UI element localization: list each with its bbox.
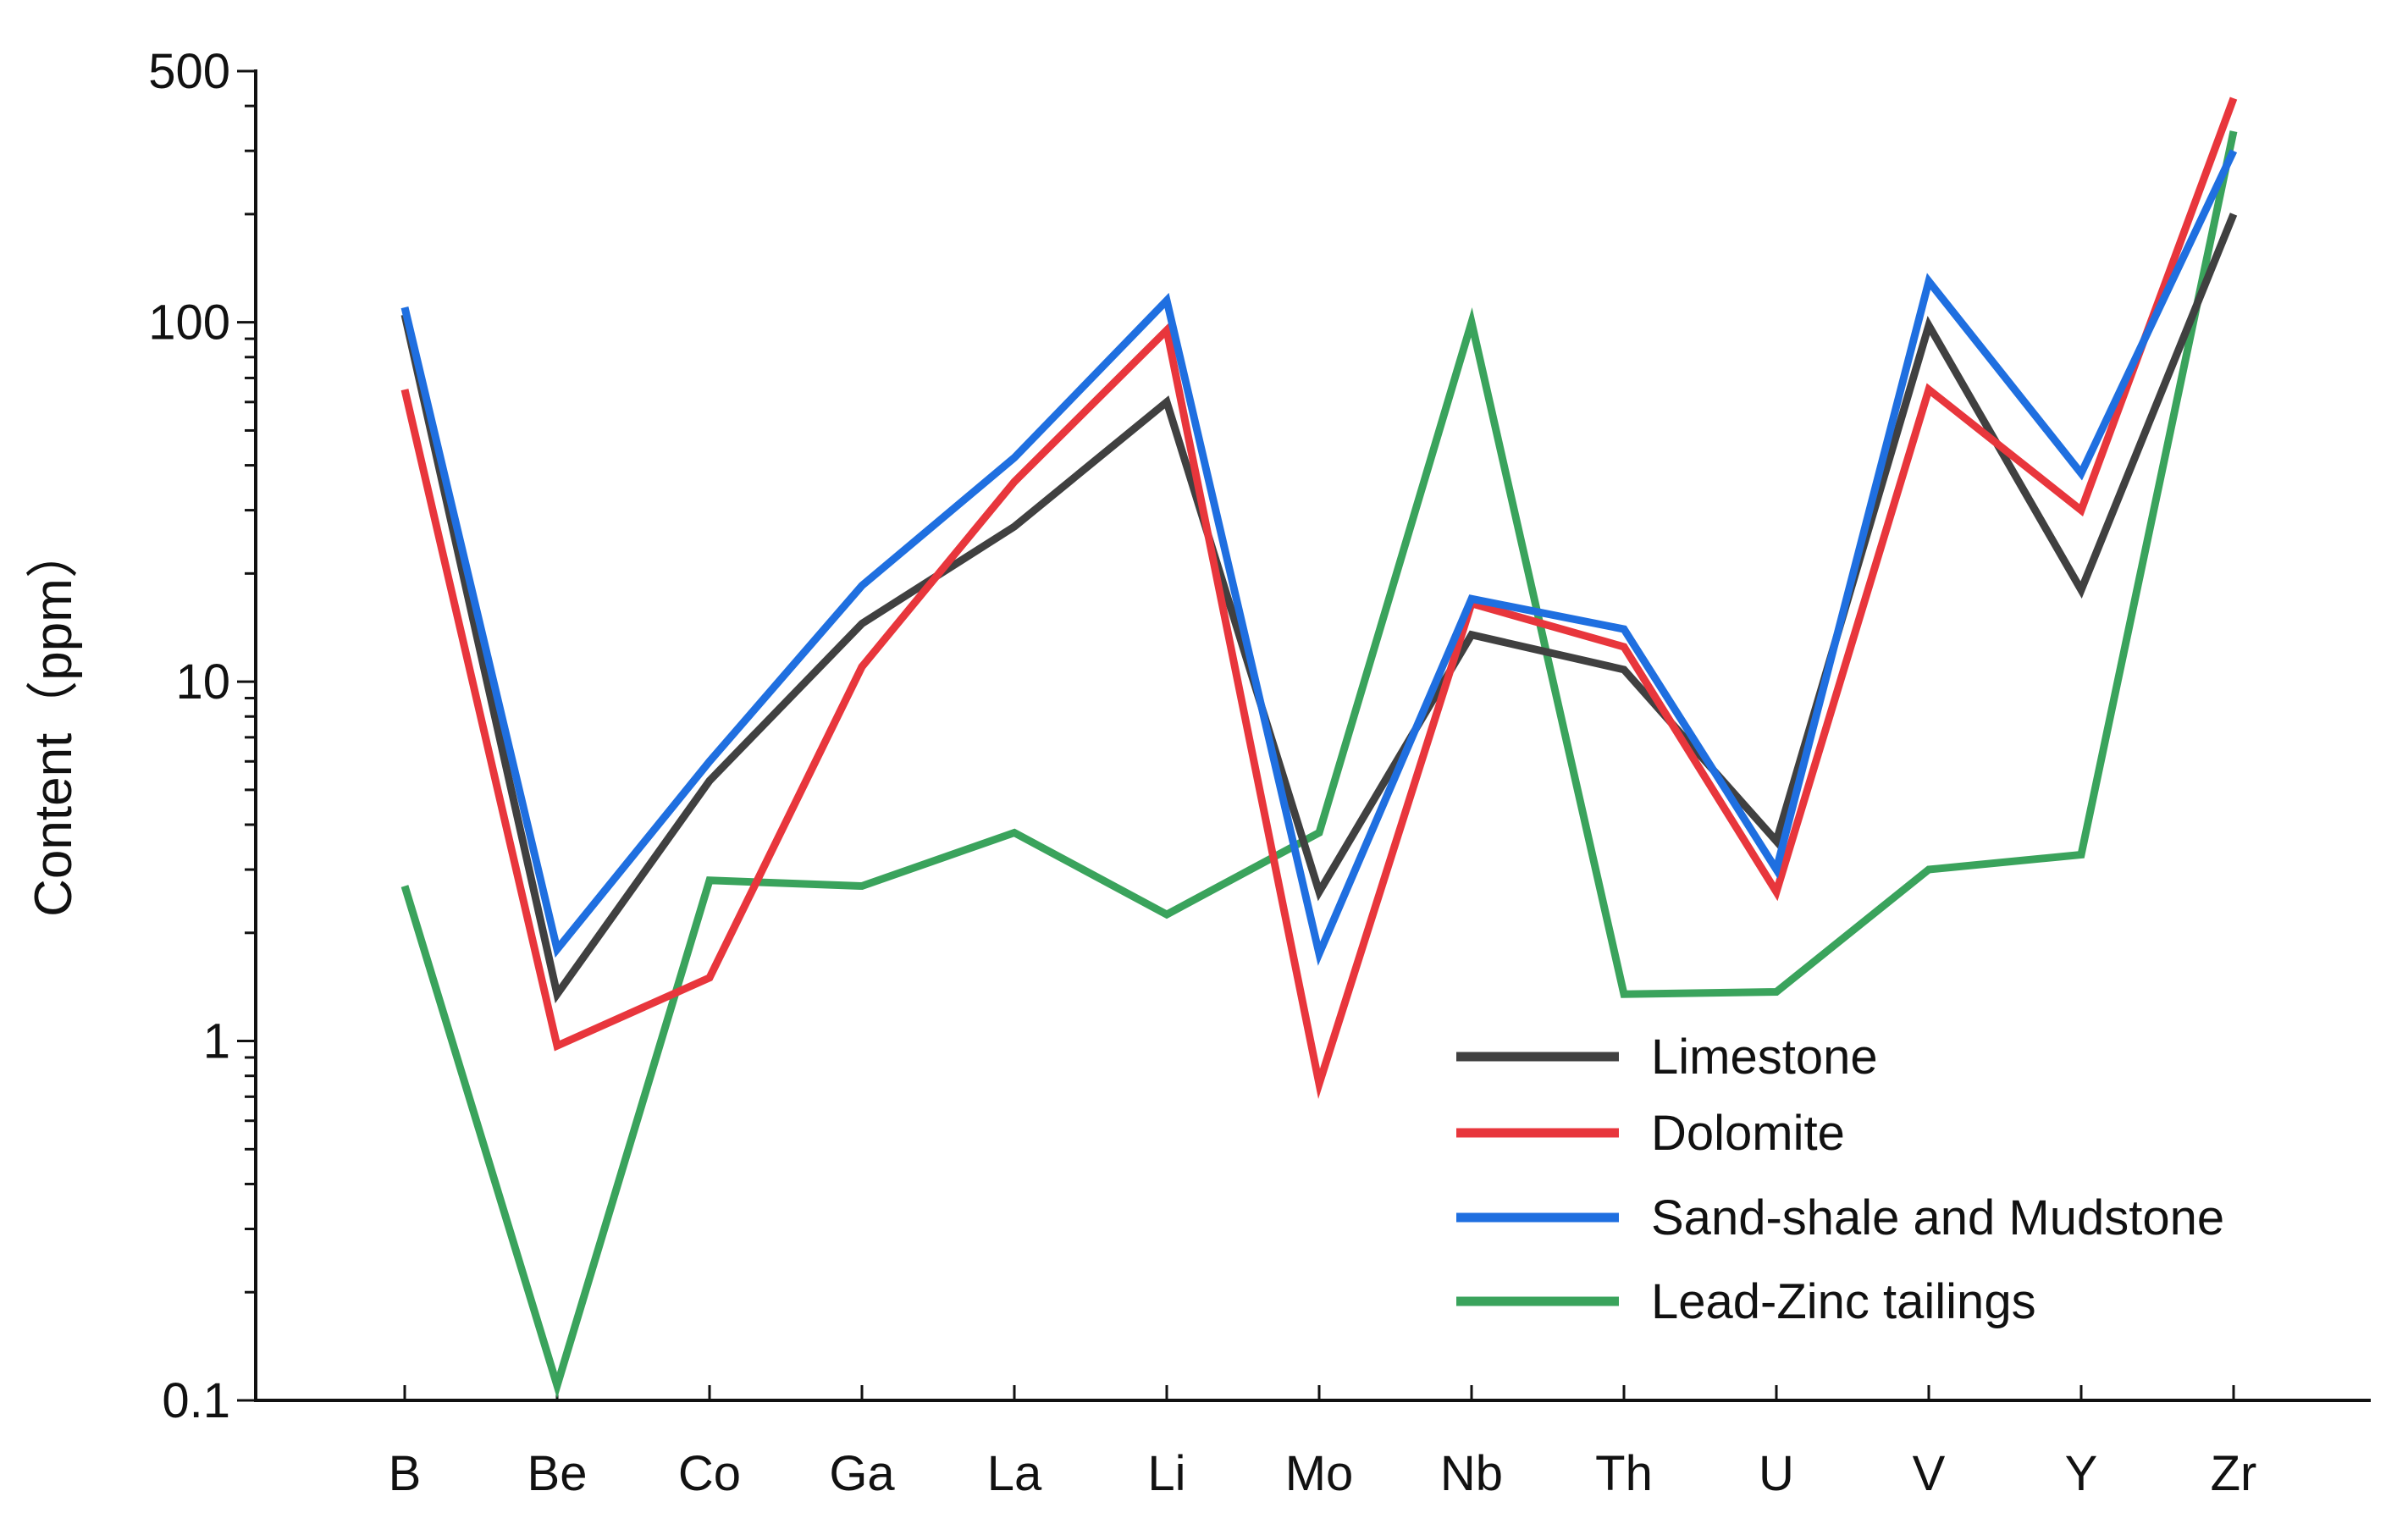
y-tick-label: 1 <box>203 1014 230 1069</box>
x-tick-label: V <box>1913 1446 1946 1501</box>
legend-label: Limestone <box>1651 1030 1878 1085</box>
x-tick-label: U <box>1759 1446 1794 1501</box>
legend-label: Sand-shale and Mudstone <box>1651 1190 2224 1245</box>
axes: 0.1 1 10 100 500 B Be Co Ga La Li Mo Nb Th U V Y Zr <box>148 44 2371 1501</box>
x-tick-label: Y <box>2065 1446 2098 1501</box>
x-tick-label: Ga <box>829 1446 895 1501</box>
x-tick-label: Zr <box>2211 1446 2257 1501</box>
x-tick-label: Th <box>1595 1446 1653 1501</box>
x-tick-label: Li <box>1147 1446 1185 1501</box>
x-tick-label: B <box>389 1446 422 1501</box>
y-axis-title: Content（ppm） <box>25 526 83 917</box>
x-tick-label: Mo <box>1285 1446 1354 1501</box>
y-tick-label: 500 <box>148 44 230 99</box>
series-lines <box>400 97 2238 1399</box>
x-tick-label: Nb <box>1440 1446 1503 1501</box>
x-tick-label: Co <box>678 1446 741 1501</box>
y-tick-label: 0.1 <box>162 1373 230 1428</box>
series-line-limestone <box>400 213 2238 1004</box>
y-tick-label: 10 <box>175 654 230 710</box>
series-line-sand-shale-and-mudstone <box>400 149 2238 966</box>
legend-label: Dolomite <box>1651 1106 1845 1161</box>
x-tick-label: Be <box>527 1446 588 1501</box>
y-tick-label: 100 <box>148 295 230 351</box>
series-line-lead-zinc-tailings <box>400 130 2238 1399</box>
legend-label: Lead-Zinc tailings <box>1651 1274 2036 1329</box>
x-tick-label: La <box>987 1446 1042 1501</box>
legend: Limestone Dolomite Sand-shale and Mudstone… <box>1456 1030 2224 1329</box>
series-line-dolomite <box>400 97 2238 1100</box>
